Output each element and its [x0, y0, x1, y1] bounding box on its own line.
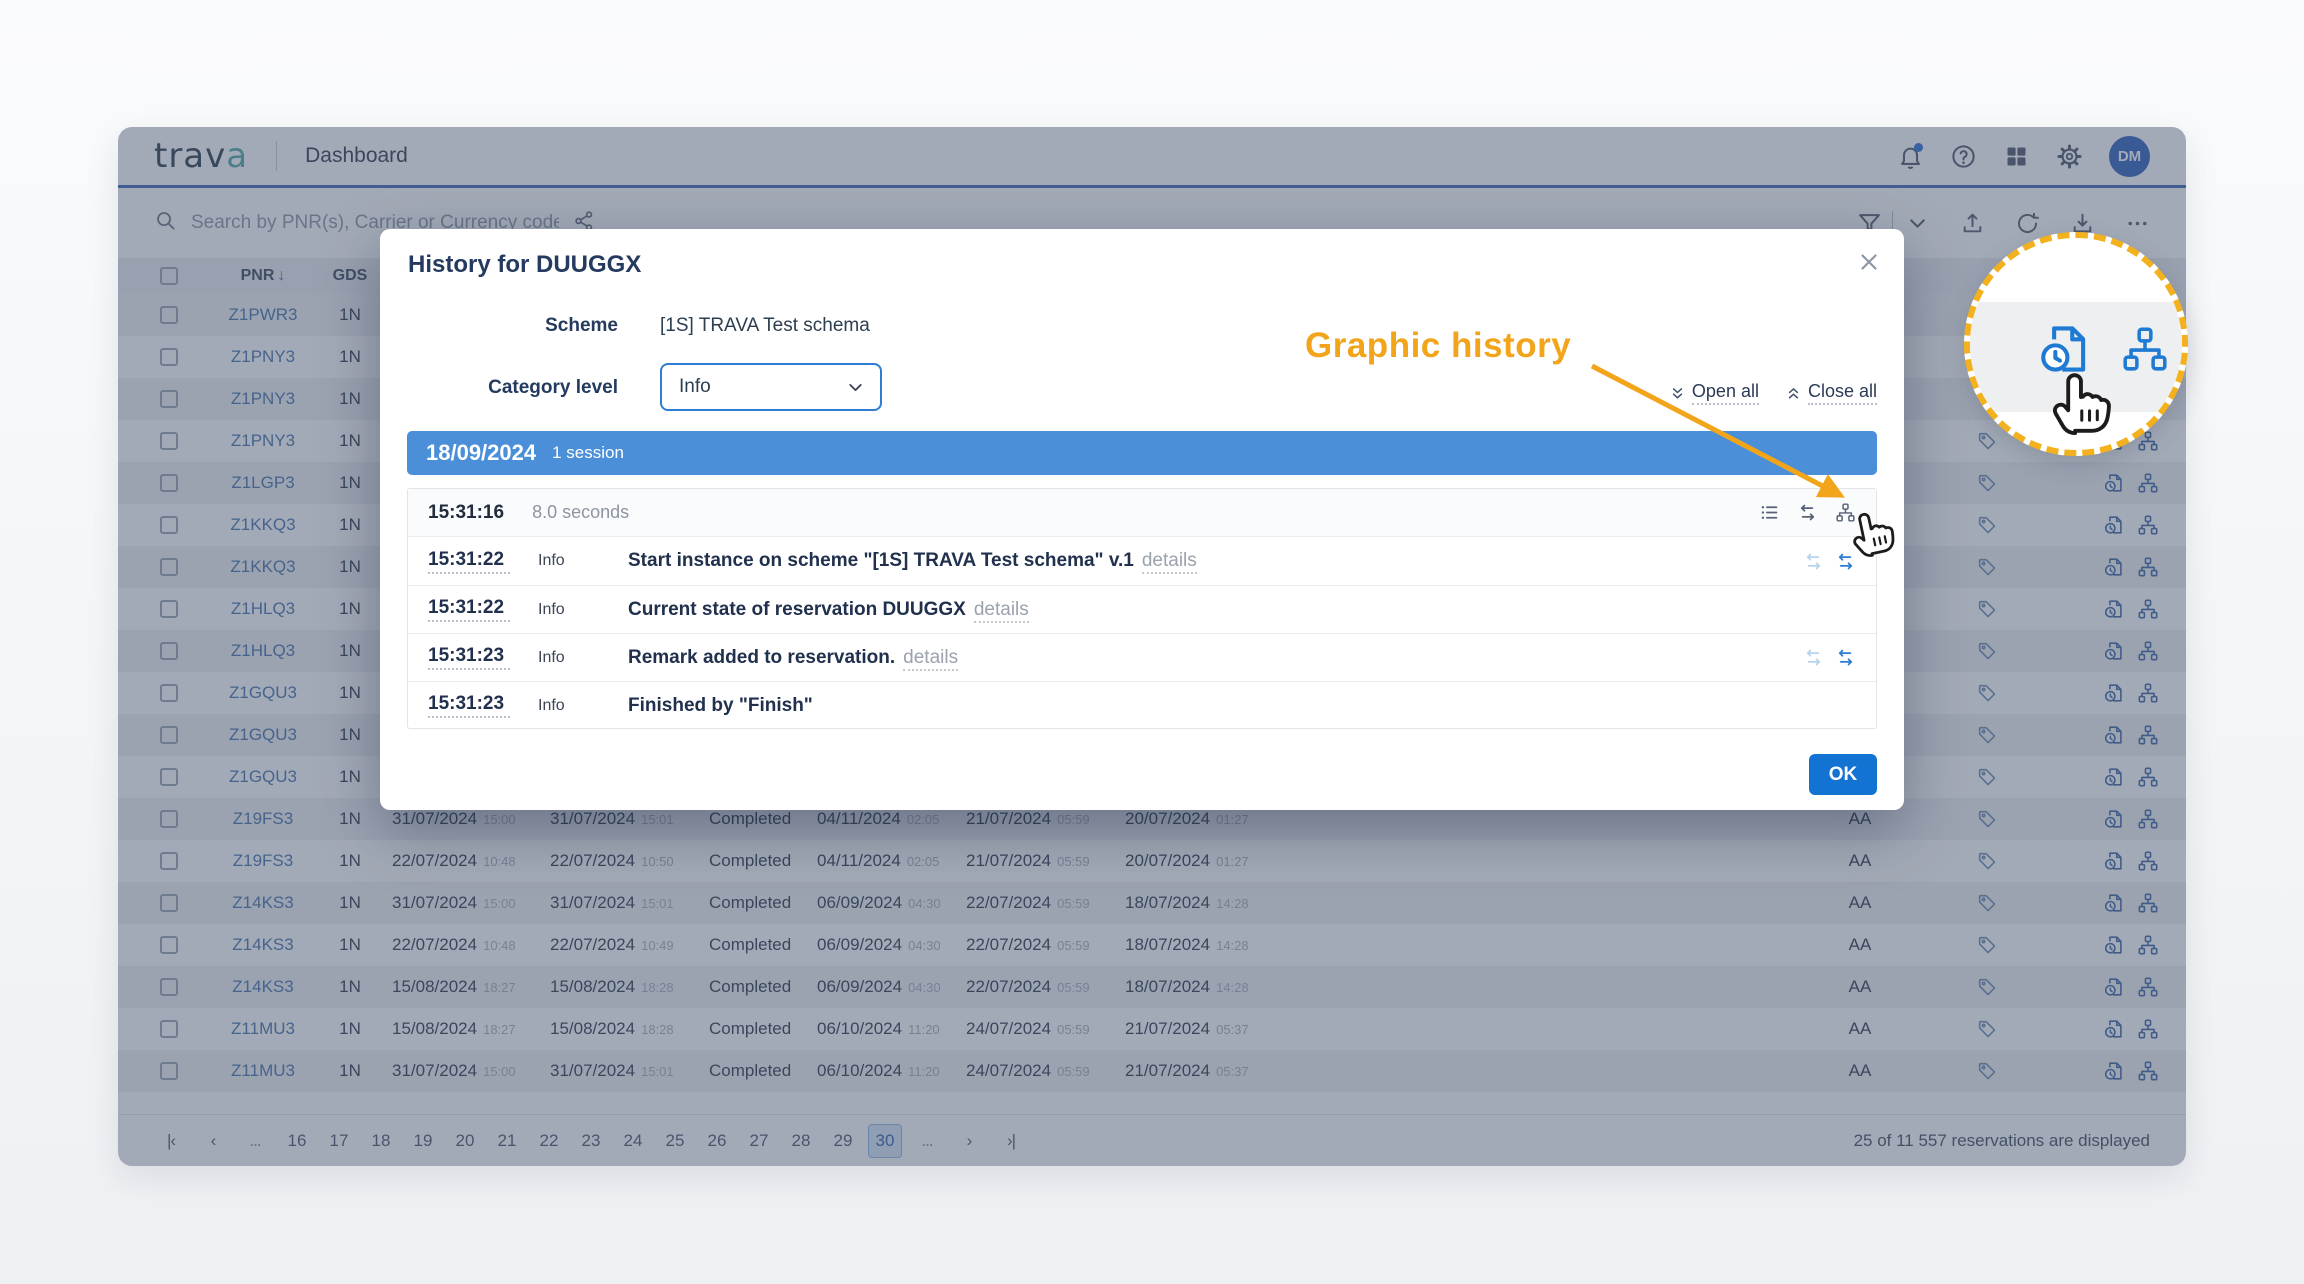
scheme-value: [1S] TRAVA Test schema — [660, 315, 870, 336]
entry-actions — [1803, 551, 1856, 572]
session-count: 1 session — [552, 443, 624, 462]
session-date: 18/09/2024 — [426, 440, 537, 465]
entry-message: Start instance on scheme "[1S] TRAVA Tes… — [628, 550, 1197, 574]
details-link[interactable]: details — [1141, 550, 1197, 574]
log-entry: 15:31:23 Info Finished by "Finish" — [408, 681, 1876, 729]
entry-message: Remark added to reservation. details — [628, 646, 959, 671]
log-list-icon[interactable] — [1759, 502, 1780, 523]
close-icon[interactable] — [1856, 249, 1882, 275]
details-link[interactable]: details — [973, 598, 1029, 623]
session-date-bar[interactable]: 18/09/2024 1 session — [407, 431, 1877, 475]
session-time: 15:31:16 — [428, 501, 505, 523]
compare-swap-icon[interactable] — [1797, 502, 1818, 523]
annotation-label: Graphic history — [1305, 326, 1572, 365]
double-chevron-down-icon — [1669, 385, 1686, 402]
log-entry: 15:31:22 Info Current state of reservati… — [408, 585, 1876, 633]
entry-time[interactable]: 15:31:22 — [428, 597, 510, 622]
entry-message: Finished by "Finish" — [628, 694, 813, 716]
graphic-history-icon[interactable] — [2120, 324, 2170, 374]
scheme-label: Scheme — [545, 315, 618, 336]
category-level-label: Category level — [488, 377, 618, 398]
details-link[interactable]: details — [903, 646, 959, 671]
compare-swap-icon[interactable] — [1803, 647, 1824, 668]
double-chevron-up-icon — [1785, 385, 1802, 402]
hand-cursor — [2048, 366, 2120, 438]
session-panel: 15:31:16 8.0 seconds 15:31:22 Info Start… — [407, 488, 1877, 729]
log-entry: 15:31:22 Info Start instance on scheme "… — [408, 537, 1876, 585]
modal-title: History for DUUGGX — [408, 251, 642, 278]
compare-swap-icon[interactable] — [1803, 551, 1824, 572]
category-level-select[interactable]: Info — [660, 363, 882, 411]
log-entry: 15:31:23 Info Remark added to reservatio… — [408, 633, 1876, 681]
zoom-callout-bubble — [1964, 232, 2188, 456]
ok-button[interactable]: OK — [1809, 754, 1877, 795]
entry-time[interactable]: 15:31:23 — [428, 693, 510, 718]
entry-time[interactable]: 15:31:23 — [428, 645, 510, 670]
close-all-link[interactable]: Close all — [1785, 381, 1877, 405]
entry-level: Info — [538, 648, 565, 666]
session-header[interactable]: 15:31:16 8.0 seconds — [408, 489, 1876, 537]
category-level-value: Info — [679, 376, 711, 397]
entry-time[interactable]: 15:31:22 — [428, 549, 510, 574]
chevron-down-icon — [845, 377, 866, 398]
compare-swap-icon[interactable] — [1835, 647, 1856, 668]
hand-cursor — [1843, 501, 1905, 563]
entry-level: Info — [538, 696, 565, 714]
open-all-link[interactable]: Open all — [1669, 381, 1759, 405]
session-entries: 15:31:22 Info Start instance on scheme "… — [408, 537, 1876, 729]
entry-level: Info — [538, 600, 565, 618]
session-duration: 8.0 seconds — [532, 502, 630, 522]
history-modal: History for DUUGGX Scheme [1S] TRAVA Tes… — [380, 229, 1904, 810]
entry-message: Current state of reservation DUUGGX detai… — [628, 598, 1029, 623]
entry-actions — [1803, 647, 1856, 668]
entry-level: Info — [538, 552, 565, 569]
